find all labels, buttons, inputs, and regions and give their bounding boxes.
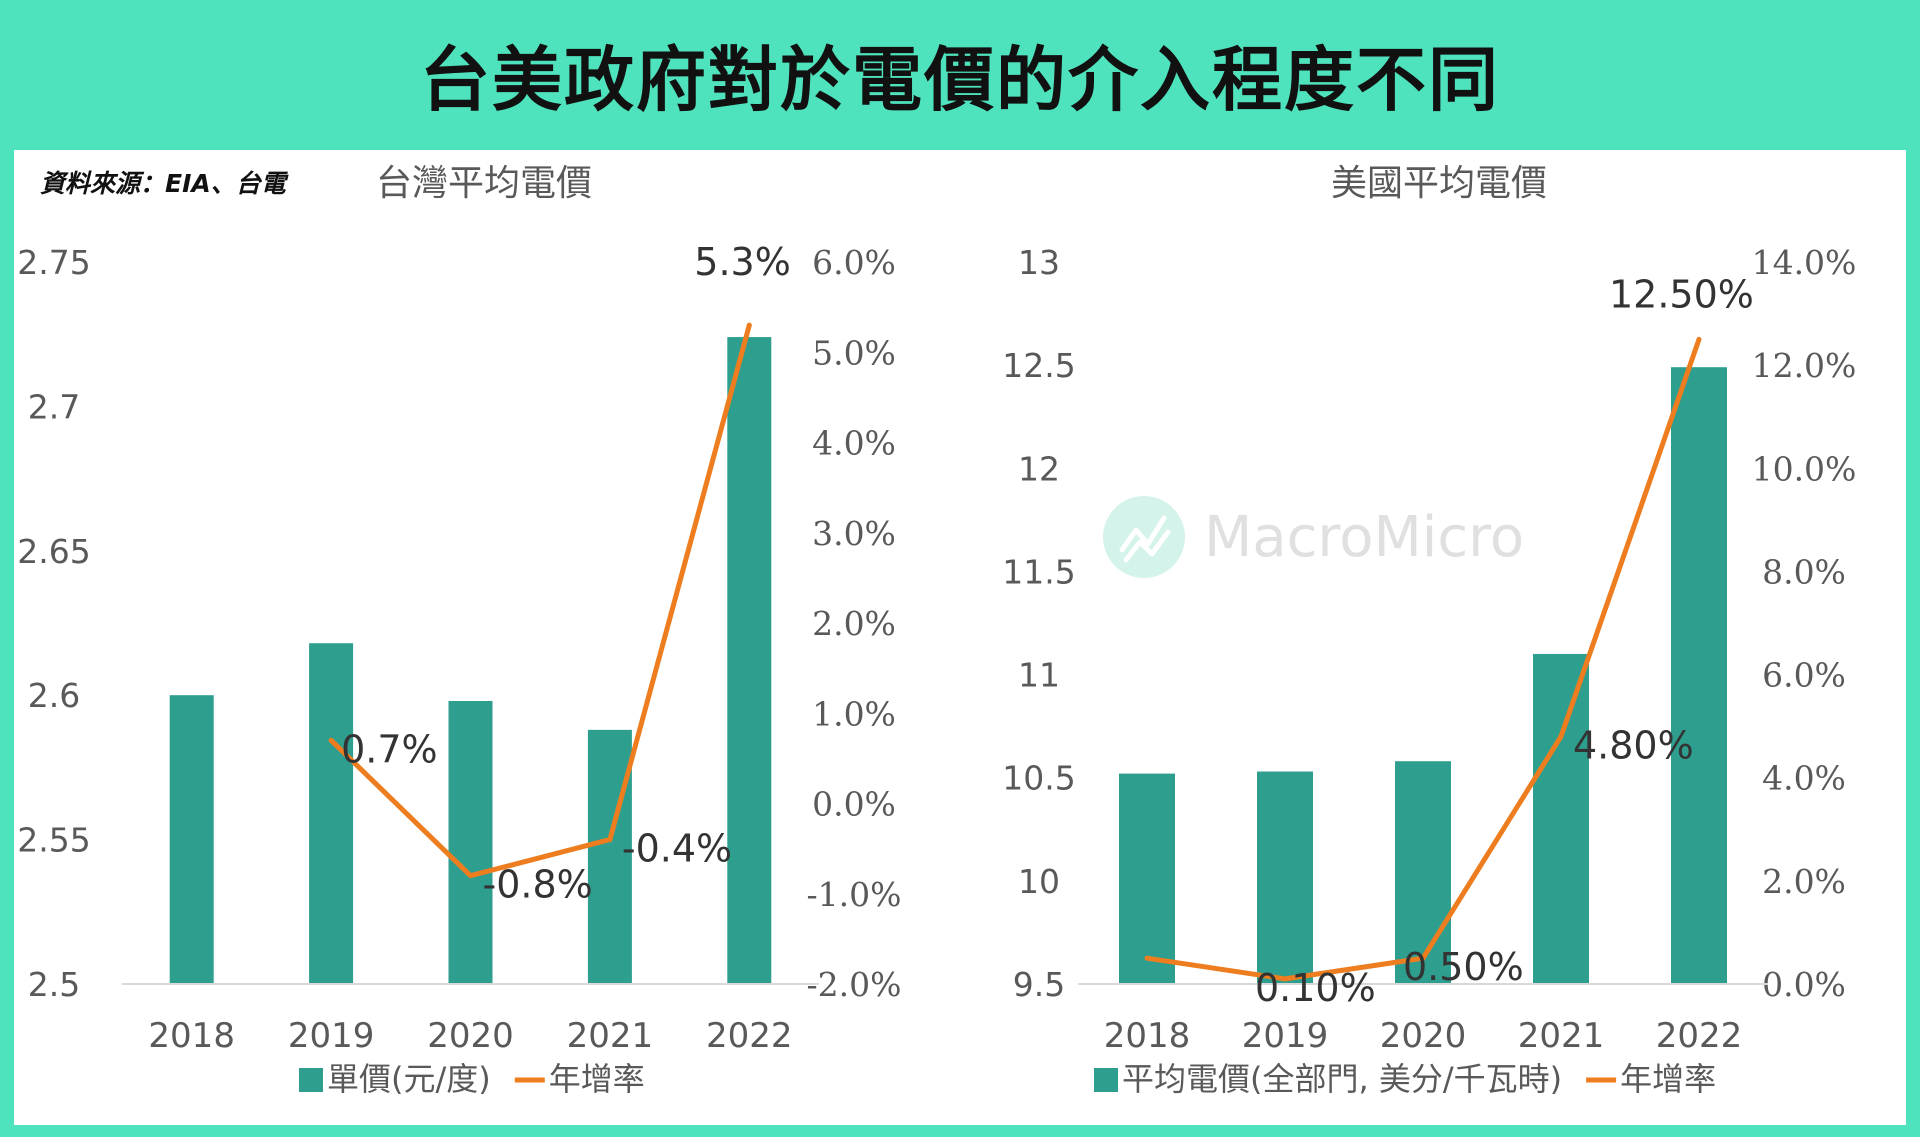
y-right-tick-label: -1.0% — [807, 875, 902, 914]
chart-title: 台灣平均電價 — [376, 163, 592, 204]
data-label: 4.80% — [1573, 723, 1694, 767]
bar — [1257, 771, 1313, 984]
chart-us: 美國平均電價 9.5 10 10.5 11 11.5 12 12.5 13 0.0% 2.0% 4.0… — [1002, 163, 1856, 1098]
x-tick-label: 2020 — [427, 1016, 514, 1056]
y-right-tick-label: 6.0% — [1762, 656, 1846, 695]
y-right-tick-label: 1.0% — [812, 694, 896, 733]
legend-bar-label: 平均電價(全部門, 美分/千瓦時) — [1122, 1060, 1562, 1098]
legend: 單價(元/度) 年增率 — [299, 1060, 645, 1098]
y-right-tick-label: 10.0% — [1752, 449, 1857, 488]
bar — [1533, 653, 1589, 984]
y-left-tick-label: 9.5 — [1013, 965, 1065, 1004]
y-right-tick-label: 4.0% — [812, 424, 896, 463]
y-right-tick-label: -2.0% — [807, 965, 902, 1004]
x-tick-label: 2022 — [1656, 1016, 1743, 1056]
y-left-tick-label: 2.65 — [17, 532, 90, 571]
bar — [169, 695, 214, 984]
data-label: 12.50% — [1609, 272, 1754, 316]
growth-point — [1558, 733, 1564, 739]
x-tick-label: 2019 — [288, 1016, 375, 1056]
charts-svg: MacroMicro 台灣平均電價 2.5 2.55 2.6 2.65 2.7 2.75 -2… — [17, 163, 1856, 1098]
y-left-tick-label: 11 — [1018, 656, 1060, 695]
y-left-tick-label: 2.6 — [28, 676, 80, 715]
x-tick-label: 2022 — [706, 1016, 793, 1056]
growth-point — [1696, 336, 1702, 342]
bar — [1395, 761, 1451, 984]
x-tick-label: 2019 — [1242, 1016, 1329, 1056]
y-right-tick-label: 2.0% — [1762, 862, 1846, 901]
bar — [587, 729, 632, 984]
chart-line-icon — [1119, 515, 1171, 563]
growth-point — [607, 837, 613, 843]
chart-panel: 資料來源：EIA、台電 MacroMicro 台灣平均電價 2.5 2.55 2.6 2… — [14, 150, 1906, 1125]
y-left-tick-label: 10 — [1018, 862, 1060, 901]
growth-line — [329, 324, 752, 879]
legend-line-label: 年增率 — [549, 1060, 645, 1098]
y-left-tick-label: 13 — [1018, 243, 1060, 282]
y-left-tick-label: 2.55 — [17, 821, 90, 860]
growth-point — [746, 322, 752, 328]
y-right-tick-label: 8.0% — [1762, 552, 1846, 591]
x-tick-label: 2018 — [1104, 1016, 1191, 1056]
chart-taiwan: 台灣平均電價 2.5 2.55 2.6 2.65 2.7 2.75 -2.0% -1.0% 0.0… — [17, 163, 901, 1098]
y-right-tick-label: 0.0% — [812, 785, 896, 824]
legend-bar-label: 單價(元/度) — [327, 1060, 491, 1098]
data-label: 5.3% — [694, 240, 791, 284]
page-title: 台美政府對於電價的介入程度不同 — [420, 38, 1500, 121]
bar — [309, 643, 354, 984]
source-note: 資料來源：EIA、台電 — [40, 169, 286, 198]
bar — [1671, 367, 1727, 985]
x-tick-label: 2020 — [1380, 1016, 1467, 1056]
y-left-tick-label: 2.75 — [17, 243, 90, 282]
y-right-tick-label: 4.0% — [1762, 759, 1846, 798]
growth-point — [1144, 955, 1150, 961]
watermark-text: MacroMicro — [1204, 505, 1524, 570]
bar — [448, 700, 493, 984]
x-tick-label: 2018 — [148, 1016, 235, 1056]
y-left-tick-label: 10.5 — [1002, 759, 1075, 798]
y-right-tick-label: 0.0% — [1762, 965, 1846, 1004]
data-label: 0.7% — [341, 727, 438, 771]
y-left-tick-label: 12 — [1018, 449, 1060, 488]
y-right-tick-label: 14.0% — [1752, 243, 1857, 282]
legend: 平均電價(全部門, 美分/千瓦時) 年增率 — [1094, 1060, 1716, 1098]
growth-point — [1420, 955, 1426, 961]
growth-point — [468, 873, 473, 879]
data-label: -0.4% — [622, 827, 732, 871]
y-right-tick-label: 12.0% — [1752, 346, 1857, 385]
legend-line-label: 年增率 — [1620, 1060, 1716, 1098]
x-tick-label: 2021 — [1518, 1016, 1605, 1056]
growth-point — [1282, 976, 1288, 982]
chart-title: 美國平均電價 — [1331, 163, 1547, 204]
bar — [727, 337, 772, 984]
y-right-tick-label: 3.0% — [812, 514, 896, 553]
y-left-tick-label: 2.7 — [28, 387, 80, 426]
y-left-tick-label: 12.5 — [1002, 346, 1075, 385]
legend-bar-swatch — [299, 1068, 323, 1092]
y-left-tick-label: 2.5 — [28, 965, 80, 1004]
y-right-tick-label: 6.0% — [812, 243, 896, 282]
watermark: MacroMicro — [1103, 496, 1524, 578]
data-label: -0.8% — [483, 863, 593, 907]
data-label: 0.50% — [1403, 945, 1524, 989]
y-right-tick-label: 5.0% — [812, 333, 896, 372]
growth-point — [328, 737, 334, 743]
legend-bar-swatch — [1094, 1068, 1118, 1092]
bar — [1119, 773, 1175, 984]
y-right-tick-label: 2.0% — [812, 604, 896, 643]
x-tick-label: 2021 — [567, 1016, 654, 1056]
data-label: 0.10% — [1255, 966, 1376, 1010]
y-left-tick-label: 11.5 — [1002, 552, 1075, 591]
